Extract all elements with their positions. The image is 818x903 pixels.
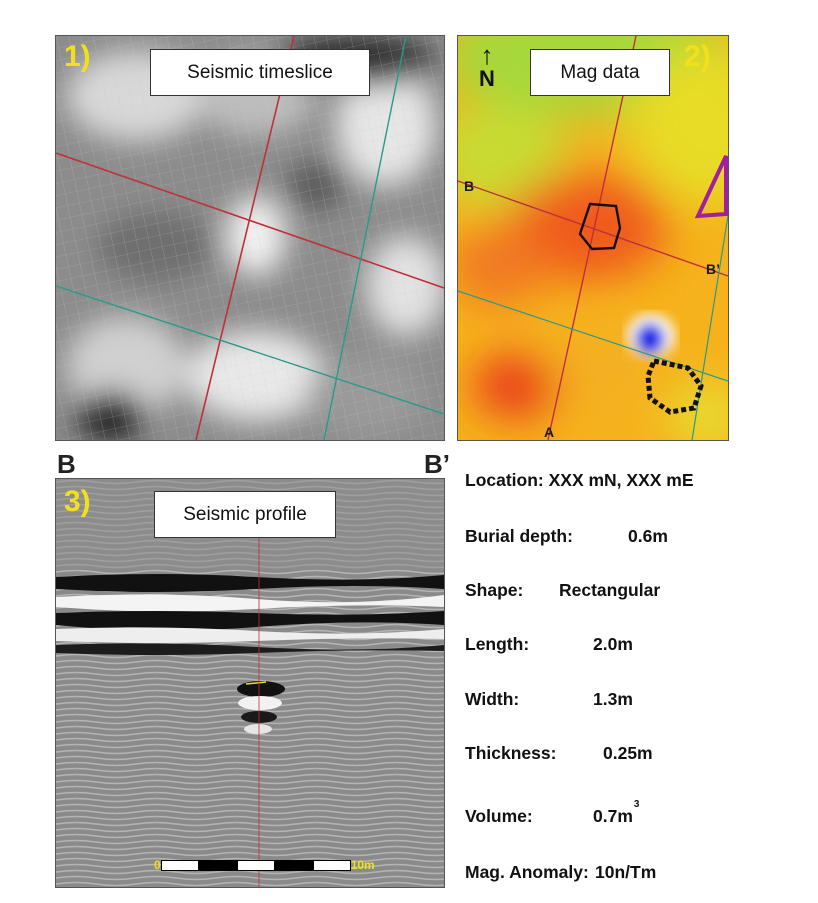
volume-row: Volume: 0.7m3	[465, 799, 639, 827]
profile-end-label: B’	[424, 449, 450, 479]
length-label: Length:	[465, 634, 530, 654]
width-row: Width: 1.3m	[465, 689, 633, 710]
shape-label: Shape:	[465, 580, 524, 600]
shape-value: Rectangular	[559, 580, 661, 600]
scale-start-label: 0	[154, 858, 161, 872]
north-arrow-icon: ↑	[480, 40, 494, 70]
thickness-row: Thickness: 0.25m	[465, 743, 653, 764]
scale-end-label: 10m	[350, 858, 375, 872]
volume-label: Volume:	[465, 806, 533, 826]
width-value: 1.3m	[593, 689, 633, 709]
length-value: 2.0m	[593, 634, 633, 654]
map-label-b-prime: B’	[706, 261, 720, 277]
scale-bar: 0 10m	[154, 858, 375, 872]
panel-1-number: 1)	[64, 40, 91, 73]
width-label: Width:	[465, 689, 520, 709]
mag-anomaly-value: 10n/Tm	[595, 862, 657, 882]
panel-2-title: Mag data	[530, 49, 670, 96]
scale-segment	[236, 859, 275, 871]
seismic-timeslice-panel: 1) Seismic timeslice	[55, 35, 445, 441]
scale-segment	[198, 859, 237, 871]
map-label-a: A	[544, 424, 555, 440]
panel-3-title: Seismic profile	[154, 491, 336, 538]
burial-depth-value: 0.6m	[628, 526, 668, 546]
north-label: N	[479, 66, 495, 91]
volume-value: 0.7m	[593, 806, 633, 826]
seismic-profile-image	[56, 479, 444, 887]
panel-2-number: 2)	[684, 40, 711, 73]
length-row: Length: 2.0m	[465, 634, 633, 655]
scale-segment	[312, 859, 351, 871]
burial-depth-label: Burial depth:	[465, 526, 573, 546]
seismic-profile-panel: 3) Seismic profile 0 10m	[55, 478, 445, 888]
profile-start-label: B	[57, 449, 76, 479]
seismic-timeslice-image	[56, 36, 444, 440]
shape-row: Shape: Rectangular	[465, 580, 660, 601]
scale-segment	[160, 859, 199, 871]
mag-anomaly-row: Mag. Anomaly: 10n/Tm	[465, 862, 656, 883]
burial-depth-row: Burial depth: 0.6m	[465, 526, 668, 547]
thickness-label: Thickness:	[465, 743, 557, 763]
mag-data-image	[458, 36, 728, 440]
scale-segment	[274, 859, 313, 871]
volume-exponent: 3	[633, 799, 640, 811]
map-label-b: B	[464, 178, 475, 194]
panel-1-title: Seismic timeslice	[150, 49, 370, 96]
thickness-value: 0.25m	[603, 743, 653, 763]
location-text: Location: XXX mN, XXX mE	[465, 470, 694, 490]
panel-3-number: 3)	[64, 485, 91, 518]
mag-data-panel: ↑ N Mag data 2) B B’ A	[457, 35, 729, 441]
north-arrow: ↑ N	[475, 40, 499, 92]
mag-anomaly-label: Mag. Anomaly:	[465, 862, 589, 882]
